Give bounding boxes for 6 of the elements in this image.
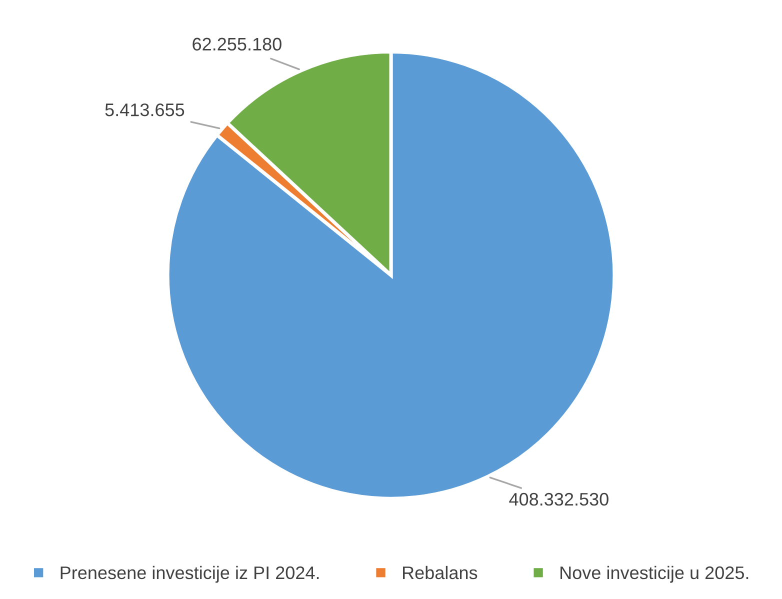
data-label: 408.332.530 [509, 492, 608, 506]
legend-label: Nove investicije u 2025. [560, 566, 748, 583]
legend-label: Prenesene investicije iz PI 2024. [60, 566, 319, 583]
data-label: 62.255.180 [192, 38, 282, 51]
legend-label: Rebalans [403, 566, 478, 580]
data-label: 5.413.655 [105, 103, 184, 116]
